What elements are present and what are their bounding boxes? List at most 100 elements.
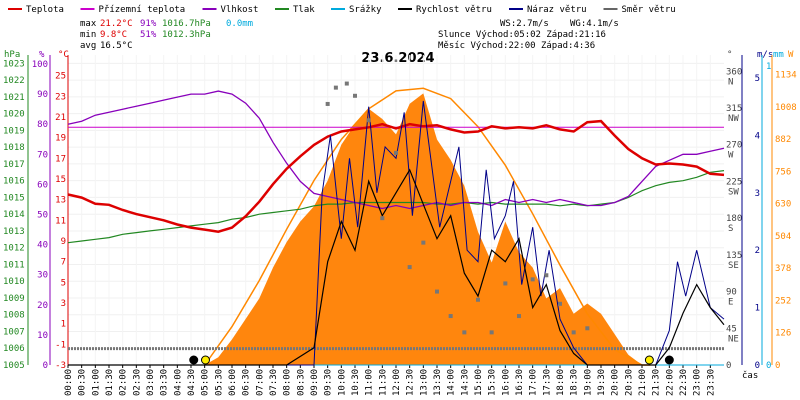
stat-precip: 0.0mm	[226, 19, 253, 29]
wind-dir-point	[333, 85, 338, 90]
tick-c: 25	[55, 72, 66, 82]
tick-hpa: 1017	[3, 160, 25, 170]
tick-w: 1008	[775, 103, 797, 113]
wind-dir-point	[344, 81, 349, 86]
tick-hpa: 1006	[3, 344, 25, 354]
tick-deg-dir: S	[728, 224, 733, 234]
x-tick-label: 11:00	[365, 369, 375, 396]
tick-deg: 0	[726, 361, 731, 371]
x-tick-label: 10:00	[337, 369, 347, 396]
wind-dir-point	[353, 93, 357, 98]
tick-c: 21	[55, 113, 66, 123]
solar-radiation-area	[68, 93, 724, 366]
legend: Teplota Přízemní teplota Vlhkost Tlak Srážky…	[8, 5, 676, 15]
tick-deg-dir: SW	[728, 187, 739, 197]
x-tick-label: 22:00	[665, 369, 675, 396]
legend-label: Teplota	[26, 5, 64, 15]
tick-deg: 90	[726, 288, 737, 298]
tick-ms: 4	[755, 131, 760, 141]
tick-ms: 2	[755, 246, 760, 256]
tick-hpa: 1007	[3, 327, 25, 337]
axis-w-label: W	[788, 50, 794, 60]
x-tick-label: 23:30	[706, 369, 716, 396]
tick-c: 5	[61, 278, 66, 288]
tick-deg: 225	[726, 177, 742, 187]
tick-pct: 70	[37, 150, 48, 160]
stat-max-press: 1016.7hPa	[162, 19, 211, 29]
tick-mm: 1	[766, 62, 771, 72]
tick-pct: 90	[37, 90, 48, 100]
tick-ms: 5	[755, 74, 760, 84]
tick-pct: 100	[32, 60, 48, 70]
tick-deg: 315	[726, 104, 742, 114]
x-tick-label: 08:30	[296, 369, 306, 396]
stat-max-label: max	[80, 19, 97, 29]
x-tick-label: 16:30	[515, 369, 525, 396]
x-tick-label: 15:30	[488, 369, 498, 396]
tick-hpa: 1023	[3, 59, 25, 69]
tick-hpa: 1013	[3, 227, 25, 237]
tick-hpa: 1019	[3, 126, 25, 136]
x-tick-label: 22:30	[679, 369, 689, 396]
tick-ms: 1	[755, 304, 760, 314]
plot-area	[67, 81, 725, 366]
x-tick-label: 04:30	[187, 369, 197, 396]
wind-dir-point	[435, 289, 439, 294]
tick-w: 0	[775, 361, 780, 371]
tick-mm: 0	[766, 361, 771, 371]
tick-hpa: 1015	[3, 193, 25, 203]
tick-deg-dir: NE	[728, 334, 739, 344]
x-tick-label: 17:00	[529, 369, 539, 396]
stat-min-press: 1012.3hPa	[162, 30, 211, 40]
wind-dir-point	[476, 297, 480, 302]
tick-c: -1	[55, 340, 66, 350]
x-tick-label: 18:30	[570, 369, 580, 396]
tick-hpa: 1011	[3, 260, 25, 270]
wind-speed-line	[68, 168, 725, 366]
tick-c: 1	[61, 320, 66, 330]
axis-ms-label: m/s	[757, 50, 773, 60]
x-tick-label: 14:00	[447, 369, 457, 396]
tick-deg: 135	[726, 251, 742, 261]
tick-hpa: 1005	[3, 361, 25, 371]
stat-min-temp: 9.8°C	[100, 30, 127, 40]
stats-panel: max 21.2°C 91% 1016.7hPa 0.0mm min 9.8°C…	[80, 19, 619, 51]
tick-ms: 0	[755, 361, 760, 371]
tick-w: 1134	[775, 70, 797, 80]
x-tick-label: 08:00	[283, 369, 293, 396]
sunset-marker	[644, 355, 654, 365]
x-tick-label: 05:30	[214, 369, 224, 396]
theoretical-radiation-line	[204, 87, 651, 366]
x-tick-label: 01:30	[105, 369, 115, 396]
tick-pct: 50	[37, 211, 48, 221]
tick-c: 3	[61, 299, 66, 309]
x-tick-label: 11:30	[378, 369, 388, 396]
sunrise-marker	[200, 355, 210, 365]
tick-ms: 3	[755, 189, 760, 199]
x-tick-label: 09:00	[310, 369, 320, 396]
stat-sun: Slunce Východ:05:02 Západ:21:16	[438, 30, 606, 40]
wind-dir-point	[325, 101, 330, 106]
tick-pct: 60	[37, 180, 48, 190]
legend-label: Tlak	[293, 5, 315, 15]
legend-label: Vlhkost	[221, 5, 259, 15]
tick-hpa: 1018	[3, 143, 25, 153]
wind-dir-point	[517, 314, 521, 319]
wind-dir-point	[544, 273, 549, 278]
x-tick-label: 16:00	[501, 369, 511, 396]
wind-dir-point	[530, 277, 535, 282]
tick-hpa: 1008	[3, 311, 25, 321]
tick-w: 378	[775, 264, 791, 274]
tick-pct: 40	[37, 241, 48, 251]
axis-deg-label: °	[727, 50, 732, 60]
tick-hpa: 1021	[3, 93, 25, 103]
tick-hpa: 1014	[3, 210, 25, 220]
x-tick-label: 12:30	[406, 369, 416, 396]
legend-label: Srážky	[349, 5, 382, 15]
tick-pct: 10	[37, 331, 48, 341]
x-tick-label: 04:00	[173, 369, 183, 396]
tick-c: -3	[55, 361, 66, 371]
x-tick-label: 20:30	[624, 369, 634, 396]
legend-label: Přízemní teplota	[99, 5, 186, 15]
stat-max-hum: 91%	[140, 19, 157, 29]
